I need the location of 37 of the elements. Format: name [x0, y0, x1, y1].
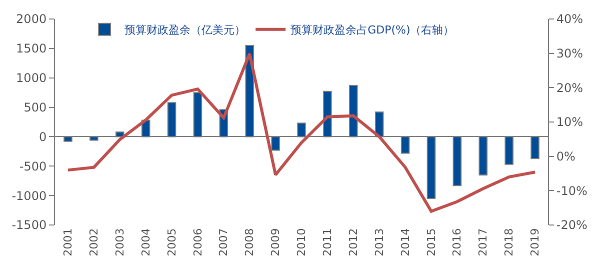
x-tick-label: 2010	[295, 228, 308, 256]
y-tick-label: 500	[24, 100, 47, 114]
line-series	[66, 52, 537, 213]
y-tick-label: -500	[19, 159, 47, 174]
y-tick-label: 1500	[16, 42, 47, 56]
x-tick-label: 2018	[502, 228, 516, 256]
x-tick-label: 2008	[243, 228, 256, 256]
x-tick-label: 2002	[87, 228, 100, 256]
legend-label: 预算财政盈余（亿美元）	[124, 24, 246, 37]
y2-tick-label: 30%	[556, 46, 584, 61]
x-tick-label: 2009	[269, 228, 282, 256]
x-tick-label: 2013	[372, 228, 386, 256]
x-tick-label: 2016	[450, 228, 464, 256]
y2-tick-label: -20%	[556, 218, 588, 232]
x-tick-label: 2017	[476, 228, 490, 256]
x-tick-label: 2019	[528, 228, 542, 256]
y2-tick-label: 0%	[556, 150, 576, 164]
y2-tick-label: 10%	[556, 115, 584, 130]
x-tick-label: 2001	[62, 228, 75, 256]
y-tick-label: -1000	[12, 188, 47, 203]
x-tick-label: 2006	[191, 228, 204, 256]
y2-tick-label: -10%	[556, 184, 588, 198]
x-tick-label: 2007	[217, 228, 230, 256]
x-tick-label: 2011	[321, 228, 334, 256]
x-tick-label: 2014	[398, 228, 412, 256]
x-tick-label: 2015	[424, 228, 438, 256]
y-tick-label: 2000	[16, 12, 47, 26]
y-tick-label: 0	[38, 130, 47, 144]
y2-tick-label: 20%	[556, 80, 584, 95]
y-tick-label: -1500	[12, 218, 47, 232]
y-tick-label: 1000	[16, 71, 47, 86]
x-tick-label: 2003	[113, 228, 126, 256]
x-tick-label: 2005	[165, 228, 178, 256]
x-tick-label: 2012	[346, 228, 360, 256]
legend-label: 预算财政盈余占GDP(%)（右轴）	[290, 24, 454, 37]
x-tick-label: 2004	[139, 228, 152, 256]
y2-tick-label: 40%	[556, 12, 584, 26]
